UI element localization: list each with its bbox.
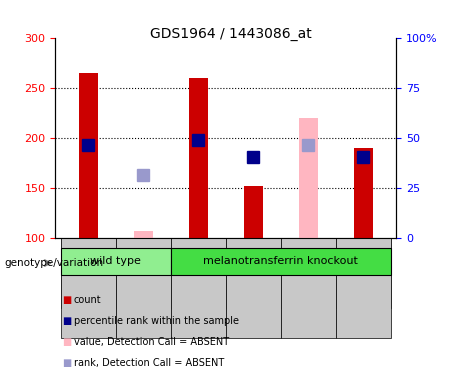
FancyBboxPatch shape: [171, 238, 226, 338]
Text: wild type: wild type: [90, 256, 141, 266]
Bar: [354, 148, 373, 238]
Text: ■: ■: [62, 337, 71, 347]
Text: count: count: [74, 295, 101, 305]
Bar: [226, 238, 281, 308]
Bar: [61, 238, 116, 308]
Text: rank, Detection Call = ABSENT: rank, Detection Call = ABSENT: [74, 358, 224, 368]
FancyBboxPatch shape: [281, 238, 336, 338]
Text: ■: ■: [62, 295, 71, 305]
Bar: [79, 73, 98, 238]
Bar: [244, 186, 263, 238]
Bar: [281, 238, 336, 308]
FancyBboxPatch shape: [226, 238, 281, 338]
Bar: [171, 238, 226, 308]
FancyBboxPatch shape: [336, 238, 391, 338]
FancyBboxPatch shape: [61, 238, 116, 338]
Text: value, Detection Call = ABSENT: value, Detection Call = ABSENT: [74, 337, 229, 347]
Bar: [189, 78, 208, 238]
Bar: [299, 118, 318, 238]
Text: ■: ■: [62, 358, 71, 368]
Text: GDS1964 / 1443086_at: GDS1964 / 1443086_at: [150, 27, 311, 41]
Text: percentile rank within the sample: percentile rank within the sample: [74, 316, 239, 326]
FancyBboxPatch shape: [61, 248, 171, 275]
FancyBboxPatch shape: [171, 248, 391, 275]
Bar: [116, 238, 171, 308]
Bar: [134, 231, 153, 238]
FancyBboxPatch shape: [116, 238, 171, 338]
Bar: [336, 238, 391, 308]
Text: genotype/variation: genotype/variation: [5, 258, 104, 268]
Text: melanotransferrin knockout: melanotransferrin knockout: [203, 256, 358, 266]
Text: ■: ■: [62, 316, 71, 326]
